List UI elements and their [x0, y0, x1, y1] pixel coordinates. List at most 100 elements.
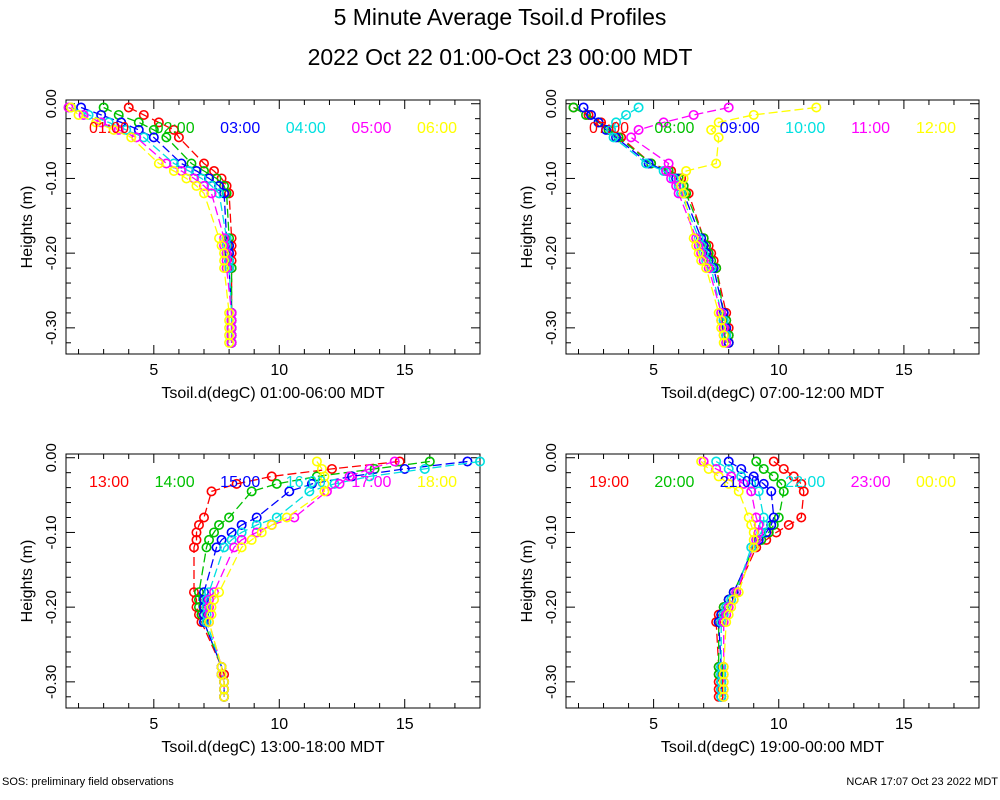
data-point [798, 486, 809, 497]
data-point [713, 132, 724, 143]
data-point [748, 534, 759, 545]
data-point [181, 173, 192, 184]
data-point [611, 117, 622, 128]
data-point [206, 188, 217, 199]
y-tick-label: 0.00 [43, 89, 60, 118]
plot-frame [65, 99, 481, 355]
series-line [203, 460, 468, 697]
data-point [748, 527, 759, 538]
data-point [718, 661, 729, 672]
data-point [138, 132, 149, 143]
data-point [608, 132, 619, 143]
series-line [198, 460, 430, 697]
data-point [251, 519, 262, 530]
data-point [568, 102, 579, 113]
series-line [128, 106, 233, 343]
series-0000 [696, 456, 759, 702]
data-point [219, 542, 230, 553]
series-1200 [676, 102, 822, 348]
legend-entry: 13:00 [89, 474, 129, 491]
data-point [219, 684, 230, 695]
data-point [271, 512, 282, 523]
data-point [736, 463, 747, 474]
legend-entry: 00:00 [916, 474, 956, 491]
series-1400 [193, 456, 435, 702]
data-point [723, 478, 734, 489]
y-tick-label: -0.30 [543, 665, 560, 699]
data-point [738, 478, 749, 489]
data-point [108, 124, 119, 135]
series-1100 [626, 102, 734, 348]
data-point [133, 117, 144, 128]
data-point [209, 587, 220, 598]
data-point [176, 158, 187, 169]
data-point [173, 132, 184, 143]
data-point [753, 519, 764, 530]
data-point [168, 124, 179, 135]
data-point [746, 478, 757, 489]
series-line [680, 106, 817, 343]
data-point [201, 542, 212, 553]
series-0800 [568, 102, 734, 348]
plot-frame [565, 99, 980, 355]
data-point [758, 478, 769, 489]
chart-title: 5 Minute Average Tsoil.d Profiles [333, 4, 667, 30]
data-point [91, 117, 102, 128]
legend-entry: 15:00 [220, 474, 260, 491]
chart-subtitle: 2022 Oct 22 01:00-Oct 23 00:00 MDT [307, 44, 693, 70]
data-point [206, 602, 217, 613]
data-point [66, 102, 77, 113]
series-line [700, 461, 755, 697]
data-point [751, 456, 762, 467]
y-axis-label: Heights (m) [519, 186, 536, 269]
chart-panel-2: 5 10 15 0.00 -0.10 -0.20 -0.30 Tsoil.d(degC) 07… [519, 89, 980, 402]
data-point [578, 102, 589, 113]
data-point [688, 109, 699, 120]
y-tick-label: -0.30 [543, 311, 560, 345]
data-point [209, 527, 220, 538]
series-0600 [66, 102, 235, 348]
y-tick-label: -0.10 [543, 515, 560, 549]
data-point [224, 337, 235, 348]
data-point [364, 471, 375, 482]
data-point [768, 456, 779, 467]
footer-timestamp: NCAR 17:07 Oct 23 2022 MDT [846, 776, 998, 788]
data-point [621, 109, 632, 120]
series-1800 [204, 456, 330, 702]
legend-entry: 02:00 [155, 120, 195, 137]
data-point [281, 512, 292, 523]
y-tick-label: 0.00 [543, 443, 560, 472]
legend-entry: 19:00 [589, 474, 629, 491]
legend-entry: 03:00 [220, 120, 260, 137]
series-0900 [578, 102, 734, 348]
data-point [462, 456, 473, 467]
legend-entry: 05:00 [351, 120, 391, 137]
data-point [266, 519, 277, 530]
series-line [208, 461, 326, 697]
data-point [206, 486, 217, 497]
data-point [224, 512, 235, 523]
legend-entry: 20:00 [654, 474, 694, 491]
data-point [153, 158, 164, 169]
data-point [319, 471, 330, 482]
legend-entry: 08:00 [654, 120, 694, 137]
series-line [193, 460, 400, 697]
series-line [610, 106, 727, 343]
data-point [121, 124, 132, 135]
data-point [711, 158, 722, 169]
y-tick-label: -0.20 [43, 590, 60, 624]
x-axis-label: Tsoil.d(degC) 13:00-18:00 MDT [161, 739, 384, 756]
chart-panel-4: 5 10 15 0.00 -0.10 -0.20 -0.30 Tsoil.d(degC) 19… [519, 443, 980, 756]
legend-entry: 17:00 [351, 474, 391, 491]
legend-entry: 10:00 [785, 120, 825, 137]
data-point [219, 263, 230, 274]
legend-entry: 21:00 [720, 474, 760, 491]
data-point [718, 691, 729, 702]
series-line [715, 460, 765, 697]
data-point [214, 587, 225, 598]
data-point [161, 158, 172, 169]
data-point [718, 684, 729, 695]
plot-frame [65, 453, 481, 709]
legend-entry: 14:00 [155, 474, 195, 491]
